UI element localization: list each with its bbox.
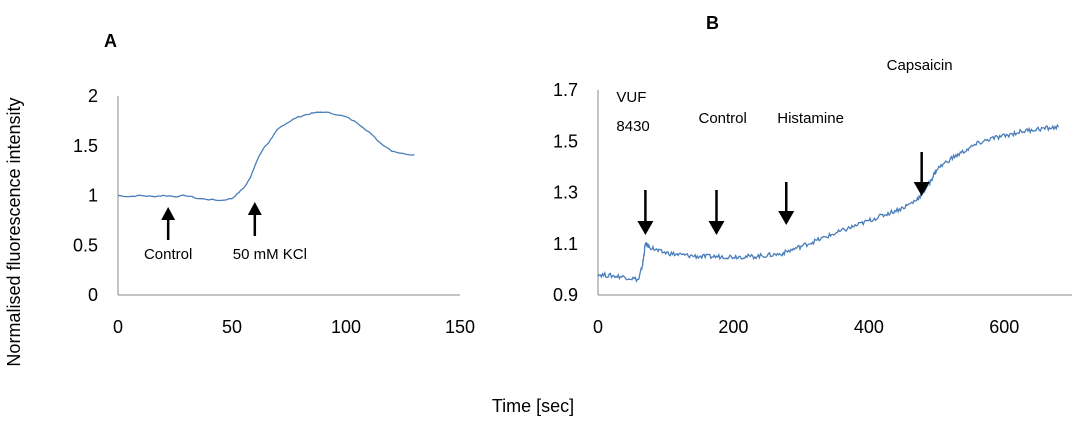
panel-b-x-tick-label: 600 <box>989 317 1019 337</box>
panel-a-y-tick-label: 1.5 <box>73 136 98 156</box>
panel-b-annotation-label: Control <box>699 110 747 127</box>
panel-a-annotation-label: Control <box>144 246 192 263</box>
panel-b-annotation-label: Capsaicin <box>887 57 953 74</box>
panel-a-x-tick-label: 150 <box>445 317 475 337</box>
panel-b-x-tick-label: 0 <box>593 317 603 337</box>
panel-b-annotation-label: Histamine <box>777 110 844 127</box>
panel-b-annotation-arrowhead <box>708 221 725 235</box>
y-axis-title: Normalised fluorescence intensity <box>4 97 24 366</box>
panel-a-chart: A 0 50 100 150 0 0.5 1 1.5 2 Control 50 mM KCl <box>73 31 475 337</box>
panel-b-y-tick-label: 1.3 <box>553 183 578 203</box>
panel-b-y-tick-label: 1.5 <box>553 131 578 151</box>
panel-a-x-tick-label: 50 <box>222 317 242 337</box>
panel-a-series-line <box>117 111 415 202</box>
panel-b-annotation-label: 8430 <box>616 118 649 135</box>
panel-b-annotation-arrowhead <box>913 182 930 196</box>
panel-b-annotation-label: VUF <box>616 89 646 106</box>
panel-b-y-tick-label: 1.1 <box>553 234 578 254</box>
panel-a-y-tick-label: 0 <box>88 285 98 305</box>
panel-a-x-tick-label: 0 <box>113 317 123 337</box>
panel-a-x-tick-label: 100 <box>331 317 361 337</box>
panel-a-y-tick-label: 0.5 <box>73 235 98 255</box>
panel-a-annotation-arrowhead <box>247 202 262 215</box>
panel-a-y-tick-label: 2 <box>88 86 98 106</box>
panel-a-label: A <box>104 31 117 51</box>
panel-b-x-tick-label: 200 <box>718 317 748 337</box>
panel-b-label: B <box>706 13 719 33</box>
x-axis-title: Time [sec] <box>492 396 574 416</box>
panel-a-y-tick-label: 1 <box>88 186 98 206</box>
panel-b-annotation-arrowhead <box>778 211 795 225</box>
panel-b-y-tick-label: 1.7 <box>553 80 578 100</box>
panel-b-y-tick-label: 0.9 <box>553 285 578 305</box>
panel-a-annotation-arrowhead <box>161 207 176 220</box>
panel-a-annotation-label: 50 mM KCl <box>233 246 307 263</box>
panel-b-x-tick-label: 400 <box>854 317 884 337</box>
panel-b-annotation-arrowhead <box>637 221 654 235</box>
panel-b-chart: B 0 200 400 600 0.9 1.1 1.3 1.5 1.7 VUF 8430 Contro… <box>553 13 1072 337</box>
panel-b-series-line <box>597 123 1060 283</box>
